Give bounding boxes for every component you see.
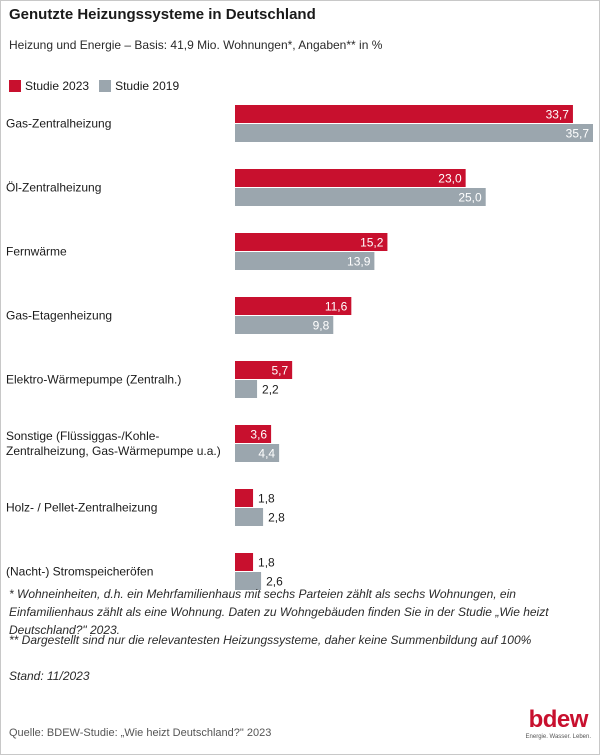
legend-swatch-2023: [9, 80, 21, 92]
stand-date: Stand: 11/2023: [9, 669, 90, 683]
logo-tagline: Energie. Wasser. Leben.: [525, 734, 591, 740]
data-label: 25,0: [458, 191, 482, 205]
data-label: 23,0: [438, 172, 462, 186]
legend-label-2019: Studie 2019: [115, 79, 180, 93]
data-label: 2,6: [266, 575, 283, 589]
bar-2019: [235, 316, 334, 334]
category-label: Öl-Zentralheizung: [6, 181, 101, 195]
data-label: 3,6: [250, 428, 267, 442]
bar-2023: [235, 361, 293, 379]
data-label: 9,8: [313, 319, 330, 333]
source-line: Quelle: BDEW-Studie: „Wie heizt Deutschl…: [9, 727, 272, 739]
bar-2023: [235, 233, 388, 251]
legend: Studie 2023 Studie 2019: [9, 79, 189, 93]
data-label: 33,7: [546, 108, 570, 122]
bar-2019: [235, 188, 486, 206]
bar-2023: [235, 553, 254, 571]
data-label: 35,7: [566, 127, 590, 141]
category-label: (Nacht-) Stromspeicheröfen: [6, 565, 153, 579]
bar-2019: [235, 380, 258, 398]
bar-2019: [235, 124, 593, 142]
data-label: 2,8: [268, 511, 285, 525]
data-label: 5,7: [271, 364, 288, 378]
bar-2023: [235, 425, 272, 443]
data-label: 1,8: [258, 556, 275, 570]
data-label: 4,4: [258, 447, 275, 461]
bar-2023: [235, 489, 254, 507]
logo-word: bdew: [528, 706, 589, 733]
category-label: Fernwärme: [6, 245, 67, 259]
bar-2023: [235, 297, 352, 315]
legend-swatch-2019: [99, 80, 112, 92]
bar-2023: [235, 169, 466, 187]
legend-item-2023: Studie 2023: [9, 79, 89, 93]
data-label: 1,8: [258, 492, 275, 506]
bar-2019: [235, 572, 262, 590]
footnote-1: * Wohneinheiten, d.h. ein Mehrfamilienha…: [9, 587, 549, 637]
data-label: 15,2: [360, 236, 384, 250]
data-label: 2,2: [262, 383, 279, 397]
category-label: Gas-Zentralheizung: [6, 117, 111, 131]
bdew-logo: bdew Energie. Wasser. Leben.: [525, 706, 591, 741]
category-label: Holz- / Pellet-Zentralheizung: [6, 501, 157, 515]
bar-2019: [235, 252, 375, 270]
bar-2019: [235, 444, 280, 462]
category-label: Gas-Etagenheizung: [6, 309, 112, 323]
chart-title: Genutzte Heizungssysteme in Deutschland: [9, 6, 316, 23]
category-label: Elektro-Wärmepumpe (Zentralh.): [6, 373, 181, 387]
chart-subtitle: Heizung und Energie – Basis: 41,9 Mio. W…: [9, 38, 383, 52]
legend-label-2023: Studie 2023: [25, 79, 90, 93]
bar-chart: Gas-Zentralheizung 33,7 35,7 Öl-Zentralheiz…: [6, 105, 593, 590]
bar-2019: [235, 508, 264, 526]
bar-2023: [235, 105, 573, 123]
data-label: 11,6: [325, 300, 348, 314]
data-label: 13,9: [347, 255, 371, 269]
footnote-2: ** Dargestellt sind nur die relevanteste…: [9, 633, 532, 647]
category-label: Sonstige (Flüssiggas-/Kohle-Zentralheizu…: [6, 429, 221, 458]
legend-item-2019: Studie 2019: [99, 79, 179, 93]
